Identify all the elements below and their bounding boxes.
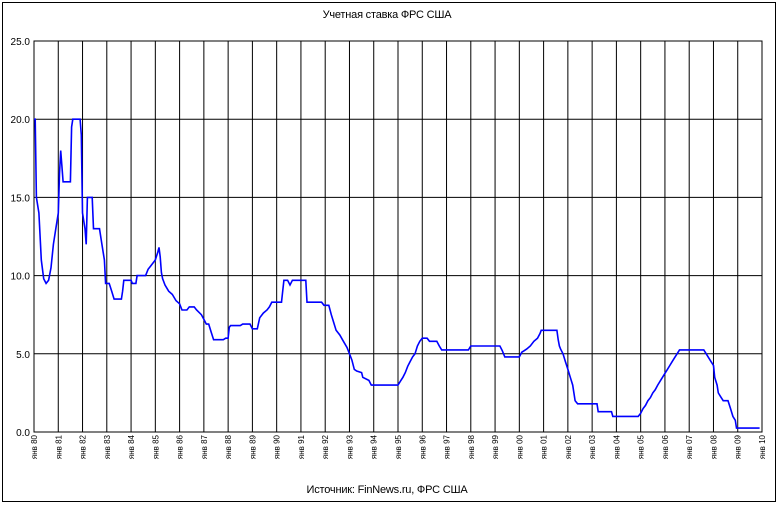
x-tick-label: янв 00 bbox=[515, 434, 524, 459]
x-tick-label: янв 98 bbox=[467, 434, 476, 459]
x-tick-label: янв 82 bbox=[79, 434, 88, 459]
x-tick-label: янв 94 bbox=[370, 434, 379, 459]
x-tick-label: янв 84 bbox=[127, 434, 136, 459]
x-tick-label: янв 10 bbox=[758, 434, 767, 459]
x-tick-label: янв 08 bbox=[709, 434, 718, 459]
x-tick-label: янв 06 bbox=[661, 434, 670, 459]
x-tick-label: янв 87 bbox=[200, 434, 209, 459]
y-tick-label: 25.0 bbox=[11, 37, 31, 48]
chart-title: Учетная ставка ФРС США bbox=[322, 9, 452, 21]
x-tick-label: янв 04 bbox=[612, 434, 621, 459]
x-tick-label: янв 85 bbox=[151, 434, 160, 459]
y-tick-label: 15.0 bbox=[11, 193, 31, 204]
x-tick-label: янв 81 bbox=[54, 434, 63, 459]
x-axis: янв 80 янв 81 янв 82 янв 83 янв 84 янв 85 янв … bbox=[30, 434, 767, 459]
x-tick-label: янв 02 bbox=[564, 434, 573, 459]
rate-line bbox=[34, 118, 760, 429]
x-tick-label: янв 05 bbox=[637, 434, 646, 459]
x-tick-label: янв 86 bbox=[176, 434, 185, 459]
x-tick-label: янв 99 bbox=[491, 434, 500, 459]
y-tick-label: 10.0 bbox=[11, 272, 31, 283]
x-tick-label: янв 90 bbox=[273, 434, 282, 459]
x-tick-label: янв 88 bbox=[224, 434, 233, 459]
x-tick-label: янв 80 bbox=[30, 434, 39, 459]
x-tick-label: янв 83 bbox=[103, 434, 112, 459]
x-tick-label: янв 95 bbox=[394, 434, 403, 459]
x-tick-label: янв 07 bbox=[685, 434, 694, 459]
x-tick-label: янв 96 bbox=[418, 434, 427, 459]
y-axis: 0.0 5.0 10.0 15.0 20.0 25.0 bbox=[11, 37, 31, 439]
chart-source: Источник: FinNews.ru, ФРС США bbox=[306, 484, 468, 496]
x-tick-label: янв 97 bbox=[443, 434, 452, 459]
x-tick-label: янв 91 bbox=[297, 434, 306, 459]
x-tick-label: янв 92 bbox=[321, 434, 330, 459]
y-tick-label: 0.0 bbox=[16, 428, 30, 439]
y-tick-label: 5.0 bbox=[16, 350, 30, 361]
y-tick-label: 20.0 bbox=[11, 115, 31, 126]
x-tick-label: янв 93 bbox=[345, 434, 354, 459]
x-tick-label: янв 01 bbox=[540, 434, 549, 459]
x-tick-label: янв 89 bbox=[248, 434, 257, 459]
x-tick-label: янв 03 bbox=[588, 434, 597, 459]
x-tick-label: янв 09 bbox=[734, 434, 743, 459]
